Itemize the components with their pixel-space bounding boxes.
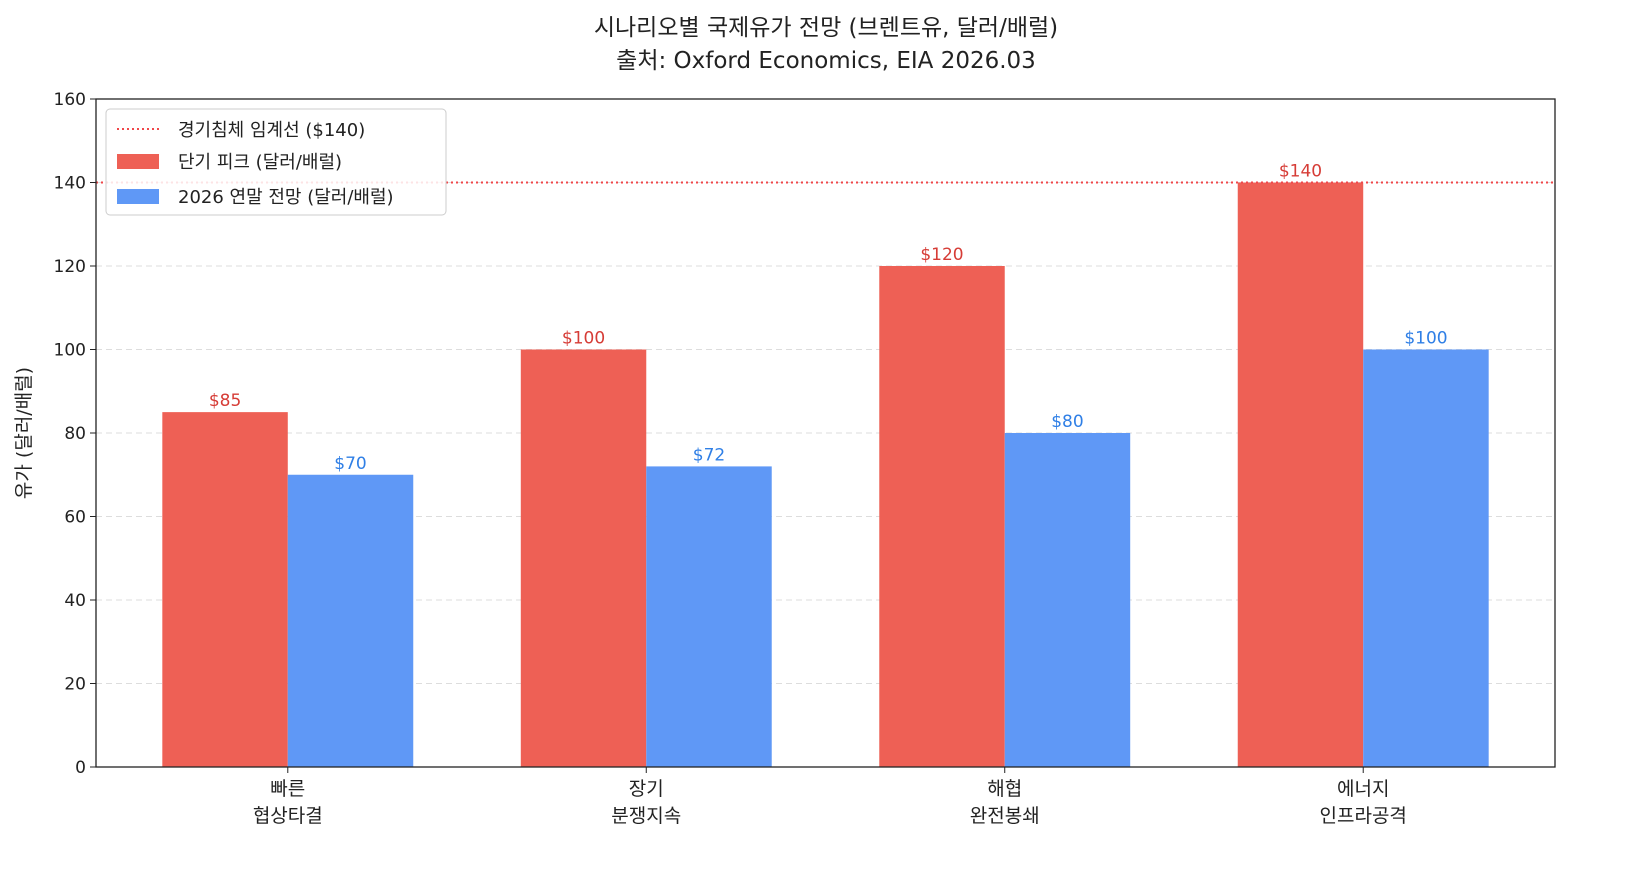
bar [520,349,647,767]
data-labels: $85 $100 $120 $140 $70 $72 $80 $100 [209,162,1448,474]
x-tick-label: 장기 [629,778,664,800]
y-tick-label: 40 [64,591,86,611]
y-axis-label: 유가 (달러/배럴) [13,367,35,499]
data-label: $100 [562,329,605,349]
x-tick-label: 완전봉쇄 [970,805,1040,827]
bar [1004,433,1131,767]
legend-box [105,108,447,216]
data-label: $80 [1051,412,1083,432]
x-tick-label: 협상타결 [253,805,323,827]
bars [162,182,1489,767]
chart-subtitle: 출처: Oxford Economics, EIA 2026.03 [616,48,1036,74]
data-label: $140 [1279,162,1322,182]
bar [646,466,772,767]
chart-title: 시나리오별 국제유가 전망 (브렌트유, 달러/배럴) [594,15,1058,41]
data-label: $100 [1404,329,1447,349]
y-tick-label: 0 [75,758,86,778]
y-tick-label: 140 [54,174,86,194]
data-label: $120 [920,245,963,265]
bar [1237,182,1364,767]
y-tick-label: 80 [64,424,86,444]
legend-swatch-peak [117,154,159,169]
x-tick-label: 해협 [987,778,1022,800]
legend: 경기침체 임계선 ($140) 단기 피크 (달러/배럴) 2026 연말 전망… [105,108,447,216]
legend-swatch-yearend [117,189,159,204]
legend-label-yearend: 2026 연말 전망 (달러/배럴) [178,187,394,208]
y-ticks: 0 20 40 60 80 100 120 140 160 [54,90,96,778]
legend-label-reference: 경기침체 임계선 ($140) [178,120,365,141]
legend-label-peak: 단기 피크 (달러/배럴) [178,152,342,173]
bar [287,474,414,767]
x-tick-label: 에너지 [1337,778,1389,800]
x-tick-label: 빠른 [270,778,305,800]
y-tick-label: 60 [64,508,86,528]
y-tick-label: 20 [64,675,86,695]
data-label: $85 [209,391,241,411]
x-tick-label: 분쟁지속 [611,805,681,827]
bar [879,266,1005,767]
data-label: $72 [693,445,725,465]
bar [1363,349,1489,767]
y-tick-label: 100 [54,341,86,361]
data-label: $70 [334,454,366,474]
bar [162,412,288,767]
x-tick-label: 인프라공격 [1320,805,1407,827]
y-tick-label: 120 [54,257,86,277]
y-tick-label: 160 [54,90,86,110]
